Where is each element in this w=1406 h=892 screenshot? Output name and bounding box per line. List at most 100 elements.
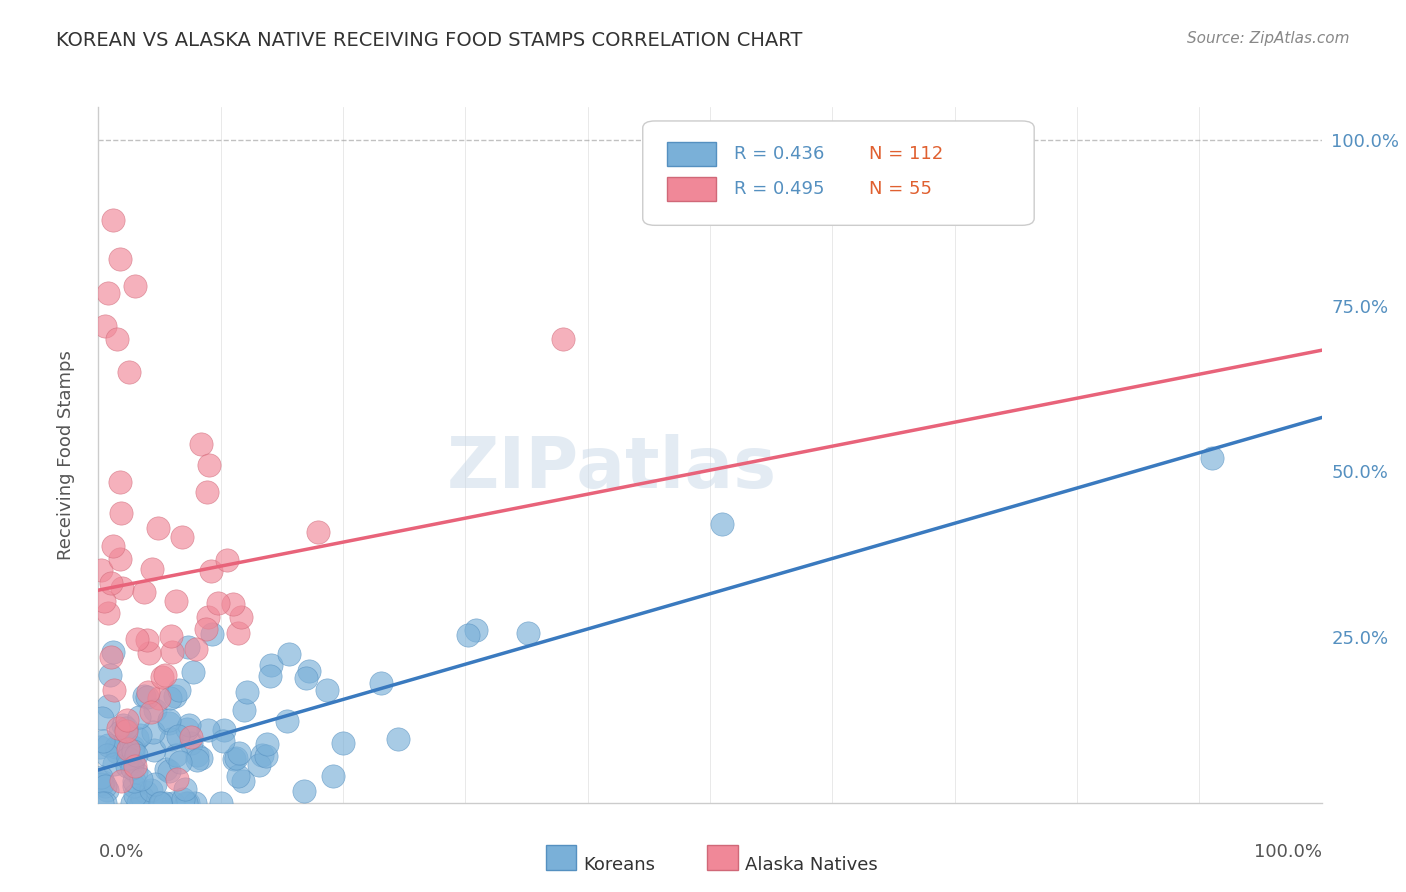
- Point: [91, 711, 114, 725]
- Point: [145, 703, 167, 717]
- Point: [186, 747, 208, 762]
- Text: Source: ZipAtlas.com: Source: ZipAtlas.com: [1187, 31, 1350, 46]
- Point: [121, 761, 143, 775]
- Point: [125, 632, 148, 647]
- Point: [155, 668, 177, 682]
- Point: [247, 757, 270, 772]
- Point: [134, 689, 156, 703]
- Point: [167, 729, 190, 743]
- Point: [121, 739, 143, 754]
- Point: [226, 625, 249, 640]
- Point: [166, 772, 188, 787]
- Text: Koreans: Koreans: [583, 856, 655, 874]
- Point: [97, 285, 120, 300]
- Point: [276, 714, 298, 729]
- Point: [190, 437, 212, 451]
- Point: [173, 782, 195, 797]
- Point: [103, 756, 125, 771]
- Point: [307, 524, 329, 539]
- Point: [94, 796, 117, 810]
- Point: [122, 754, 145, 768]
- Point: [553, 332, 575, 346]
- Point: [91, 796, 114, 810]
- Point: [169, 755, 191, 769]
- Point: [252, 747, 274, 762]
- Text: Alaska Natives: Alaska Natives: [745, 856, 877, 874]
- Point: [89, 740, 111, 755]
- Point: [163, 689, 186, 703]
- Point: [141, 562, 163, 576]
- Point: [228, 746, 250, 760]
- Point: [1201, 451, 1223, 466]
- Point: [232, 703, 254, 717]
- Point: [180, 731, 202, 745]
- Point: [464, 623, 486, 637]
- Point: [259, 669, 281, 683]
- Point: [136, 685, 159, 699]
- Point: [148, 690, 170, 705]
- Point: [131, 790, 153, 805]
- Point: [115, 759, 138, 773]
- Text: N = 55: N = 55: [869, 180, 932, 198]
- Point: [226, 769, 249, 783]
- Point: [232, 774, 254, 789]
- Point: [108, 725, 131, 739]
- Point: [93, 594, 115, 608]
- Point: [114, 721, 136, 735]
- Point: [105, 332, 128, 346]
- Y-axis label: Receiving Food Stamps: Receiving Food Stamps: [56, 350, 75, 560]
- Point: [197, 723, 219, 737]
- Point: [159, 732, 181, 747]
- Point: [457, 628, 479, 642]
- Point: [101, 212, 124, 227]
- Point: [322, 769, 344, 783]
- Text: N = 112: N = 112: [869, 145, 943, 163]
- Point: [129, 796, 152, 810]
- Text: 100.0%: 100.0%: [1254, 843, 1322, 861]
- Point: [169, 682, 191, 697]
- Point: [122, 773, 145, 788]
- Point: [146, 796, 169, 810]
- Point: [125, 731, 148, 745]
- Point: [110, 475, 132, 489]
- Point: [97, 738, 120, 752]
- Point: [105, 745, 128, 759]
- Point: [148, 796, 170, 810]
- Point: [231, 610, 253, 624]
- Point: [200, 564, 222, 578]
- Point: [135, 785, 157, 799]
- Point: [176, 722, 198, 736]
- Point: [136, 690, 159, 704]
- Point: [160, 645, 183, 659]
- Bar: [668, 177, 716, 201]
- Point: [122, 744, 145, 758]
- Point: [277, 647, 299, 661]
- Point: [117, 751, 139, 765]
- Point: [108, 552, 131, 566]
- Point: [181, 665, 204, 680]
- Point: [152, 670, 174, 684]
- Point: [107, 721, 129, 735]
- Point: [143, 743, 166, 757]
- Point: [90, 770, 112, 784]
- Point: [115, 713, 138, 727]
- Point: [100, 576, 122, 591]
- Point: [370, 676, 392, 690]
- Bar: [546, 845, 576, 870]
- Point: [125, 764, 148, 779]
- Point: [96, 782, 118, 797]
- Text: KOREAN VS ALASKA NATIVE RECEIVING FOOD STAMPS CORRELATION CHART: KOREAN VS ALASKA NATIVE RECEIVING FOOD S…: [56, 31, 803, 50]
- Point: [222, 752, 245, 766]
- Point: [148, 521, 170, 535]
- Point: [124, 279, 146, 293]
- Point: [91, 777, 114, 791]
- Point: [295, 671, 318, 685]
- Point: [207, 596, 229, 610]
- Point: [112, 718, 135, 732]
- Point: [184, 641, 207, 656]
- Point: [142, 724, 165, 739]
- Point: [127, 796, 149, 810]
- Point: [121, 796, 143, 810]
- Point: [87, 777, 110, 791]
- Point: [93, 318, 115, 333]
